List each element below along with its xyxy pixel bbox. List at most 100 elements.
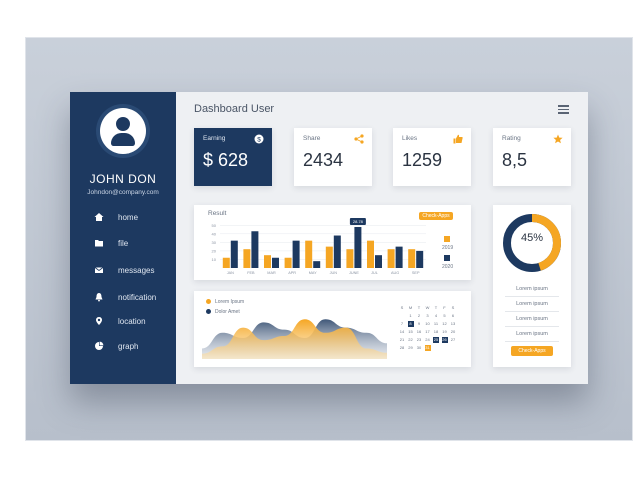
- share-value: 2434: [303, 150, 344, 170]
- sidebar-item-location[interactable]: location: [94, 314, 146, 328]
- sidebar-item-notification[interactable]: notification: [94, 290, 156, 304]
- donut-check-apps-button[interactable]: Check-Apps: [511, 346, 553, 356]
- check-apps-button[interactable]: Check-Apps: [419, 212, 453, 220]
- sidebar-item-messages[interactable]: messages: [94, 263, 154, 277]
- calendar-day[interactable]: 22: [408, 337, 413, 342]
- area-series-lorem-ipsum: [202, 319, 387, 359]
- calendar-day[interactable]: [450, 345, 456, 351]
- tooltip-box: [349, 217, 366, 225]
- bar-2019: [367, 240, 374, 268]
- legend-label-2019: 2019: [442, 245, 454, 251]
- x-tick-label: SEP: [412, 271, 420, 275]
- legend-label-2020: 2020: [442, 264, 454, 270]
- earning-label: Earning: [203, 135, 226, 142]
- earning-card[interactable]: Earning $ $ 628: [194, 128, 272, 186]
- calendar-day[interactable]: 5: [443, 313, 446, 318]
- bar-2019: [325, 246, 333, 268]
- sidebar-item-label: messages: [118, 265, 155, 275]
- bar-2020: [416, 250, 424, 268]
- area-legend-swatch-2: [206, 309, 211, 314]
- page-title: Dashboard User: [194, 103, 275, 115]
- calendar-day[interactable]: 20: [450, 329, 456, 334]
- svg-text:$: $: [257, 136, 261, 143]
- x-tick-label: JUNE: [349, 271, 359, 275]
- calendar-day[interactable]: 26: [441, 337, 448, 343]
- thumbs-up-icon: [453, 134, 463, 144]
- calendar-day[interactable]: 31: [424, 345, 431, 351]
- area-legend-label-1: Lorem Ipsum: [215, 299, 245, 305]
- bar-2020: [313, 261, 321, 268]
- bar-2020: [395, 246, 403, 268]
- sidebar-item-label: graph: [118, 341, 139, 351]
- calendar-day[interactable]: 12: [442, 321, 447, 326]
- sidebar-item-file[interactable]: file: [94, 236, 128, 250]
- calendar-weekday: S: [451, 305, 455, 310]
- calendar-day[interactable]: 1: [409, 313, 412, 318]
- calendar-weekday: W: [425, 305, 430, 310]
- avatar[interactable]: [100, 108, 146, 154]
- y-tick-label: 30: [212, 240, 217, 245]
- calendar-day[interactable]: 9: [417, 321, 421, 326]
- calendar-day[interactable]: [433, 345, 439, 351]
- calendar-day[interactable]: 30: [416, 345, 422, 350]
- calendar-day[interactable]: 3: [426, 313, 429, 318]
- calendar-day[interactable]: 14: [399, 329, 405, 334]
- area-legend-label-2: Dolor Amet: [215, 309, 240, 315]
- calendar-day[interactable]: 27: [450, 337, 456, 342]
- likes-card[interactable]: Likes 1259: [393, 128, 471, 186]
- calendar-day[interactable]: 15: [408, 329, 413, 334]
- calendar-day[interactable]: 13: [450, 321, 456, 326]
- calendar-day[interactable]: 24: [425, 337, 430, 342]
- calendar-day[interactable]: 10: [425, 321, 430, 326]
- donut-list-item: Lorem ipsum: [505, 314, 559, 327]
- calendar-day[interactable]: 4: [434, 313, 438, 318]
- x-tick-label: JAN: [227, 271, 234, 275]
- y-tick-label: 20: [212, 248, 217, 253]
- x-tick-label: FEB: [247, 271, 255, 275]
- calendar-day[interactable]: 17: [425, 329, 430, 334]
- tooltip-label: 28.78: [353, 219, 364, 224]
- calendar-day[interactable]: 7: [400, 321, 404, 326]
- folder-icon: [95, 240, 103, 247]
- calendar-day[interactable]: 18: [433, 329, 439, 334]
- hamburger-menu-icon[interactable]: [558, 105, 569, 114]
- calendar-day[interactable]: [442, 345, 448, 351]
- mail-icon: [94, 267, 104, 273]
- donut-card: 45% Lorem ipsum Lorem ipsum Lorem ipsum …: [493, 205, 571, 367]
- x-tick-label: JUN: [330, 271, 338, 275]
- donut-chart: [503, 214, 561, 272]
- calendar-day[interactable]: 23: [416, 337, 422, 342]
- calendar-day[interactable]: 19: [442, 329, 447, 334]
- rating-value: 8,5: [502, 150, 528, 170]
- share-card[interactable]: Share 2434: [294, 128, 372, 186]
- dollar-icon: $: [254, 134, 264, 144]
- calendar-weekday: T: [417, 305, 421, 310]
- calendar-day[interactable]: 16: [416, 329, 422, 334]
- sidebar-item-home[interactable]: home: [94, 210, 138, 224]
- bar-2020: [292, 240, 300, 268]
- legend-swatch-2019: [444, 236, 450, 242]
- calendar-day[interactable]: [399, 313, 405, 319]
- avatar-head: [116, 117, 130, 131]
- result-title: Result: [208, 210, 227, 217]
- calendar-day[interactable]: 28: [399, 345, 405, 350]
- sidebar-item-graph[interactable]: graph: [94, 339, 138, 353]
- home-icon: [94, 213, 104, 221]
- calendar-day[interactable]: 6: [451, 313, 455, 318]
- sidebar-item-label: notification: [118, 292, 157, 302]
- map-pin-icon: [96, 317, 102, 325]
- calendar-day[interactable]: 29: [408, 345, 413, 350]
- sidebar: JOHN DON Johndon@company.com home file m…: [70, 92, 176, 384]
- likes-label: Likes: [402, 135, 418, 142]
- calendar-day[interactable]: 21: [399, 337, 405, 342]
- calendar-day[interactable]: 8: [407, 321, 414, 327]
- calendar-day[interactable]: 11: [433, 321, 439, 326]
- rating-card[interactable]: Rating 8,5: [493, 128, 571, 186]
- calendar-weekday: M: [408, 305, 413, 310]
- calendar-day[interactable]: 2: [417, 313, 421, 318]
- user-email: Johndon@company.com: [87, 189, 159, 196]
- calendar-day[interactable]: 25: [433, 337, 439, 343]
- donut-slice-value: [503, 214, 561, 272]
- main-content: Dashboard User Earning $ $ 628 Share 243…: [176, 92, 588, 384]
